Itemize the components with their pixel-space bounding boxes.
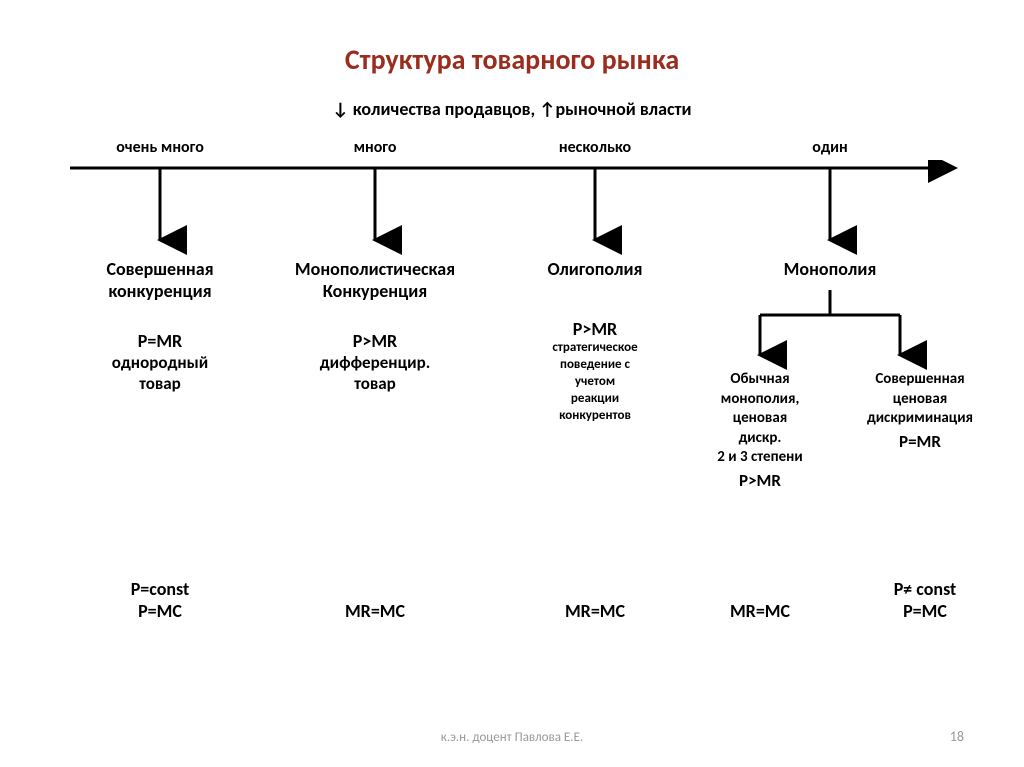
slide-title: Структура товарного рынка <box>0 42 1024 77</box>
slide-subtitle: ↓ количества продавцов, ↑рыночной власти <box>0 98 1024 120</box>
footer-author: к.э.н. доцент Павлова Е.Е. <box>0 730 1024 745</box>
axis-label-2: много <box>280 138 470 157</box>
desc-block-2: P>MR дифференцир.товар <box>280 330 470 394</box>
axis-label-3: несколько <box>510 138 680 157</box>
bottom-1: P=constP=MC <box>75 578 245 622</box>
formula-2: P>MR <box>280 330 470 352</box>
monopoly-split-svg <box>720 290 940 370</box>
desc-block-3: P>MR стратегическоеповедение сучетомреак… <box>510 318 680 424</box>
desc-3: стратегическоеповедение сучетомреакциико… <box>510 340 680 424</box>
footer-page-number: 18 <box>950 728 964 745</box>
struct-name-4: Монополия <box>720 258 940 280</box>
bottom-4: MR=MC <box>690 600 830 622</box>
struct-name-3: Олигополия <box>510 258 680 280</box>
formula-3: P>MR <box>510 318 680 340</box>
struct-name-1: Совершеннаяконкуренция <box>75 258 245 302</box>
formula-1: P=MR <box>75 330 245 352</box>
struct-name-2: МонополистическаяКонкуренция <box>280 258 470 302</box>
slide: Структура товарного рынка ↓ количества п… <box>0 0 1024 767</box>
axis-label-1: очень много <box>75 138 245 157</box>
desc-1: однородныйтовар <box>75 352 245 394</box>
branch-2-label: Совершеннаяценоваядискриминация <box>840 370 1000 429</box>
axis-label-4: один <box>720 138 940 157</box>
monopoly-branch-2: Совершеннаяценоваядискриминация P=MR <box>840 370 1000 452</box>
bottom-2: MR=MC <box>280 600 470 622</box>
bottom-5: P≠ constP=MC <box>850 578 1000 622</box>
desc-block-1: P=MR однородныйтовар <box>75 330 245 394</box>
desc-2: дифференцир.товар <box>280 352 470 394</box>
branch-1-label: Обычнаямонополия,ценоваядискр.2 и 3 степ… <box>690 370 830 468</box>
branch-1-formula: P>MR <box>690 470 830 491</box>
bottom-3: MR=MC <box>510 600 680 622</box>
axis-arrow-svg <box>60 160 980 260</box>
branch-2-formula: P=MR <box>840 431 1000 452</box>
monopoly-branch-1: Обычнаямонополия,ценоваядискр.2 и 3 степ… <box>690 370 830 491</box>
